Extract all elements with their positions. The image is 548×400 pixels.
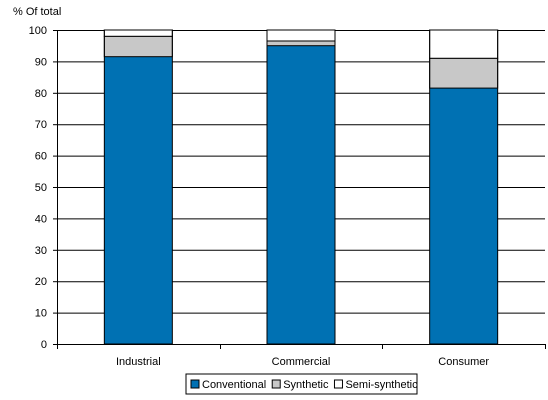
y-tick-label: 20 (35, 276, 47, 288)
y-tick-label: 60 (35, 151, 47, 163)
bar-conventional-commercial (267, 45, 335, 344)
axes: 0 10 20 30 40 50 60 70 80 90 100 Industrial Commerci… (29, 25, 546, 368)
y-tick-label: 30 (35, 245, 47, 257)
legend-swatch-synthetic (271, 379, 281, 389)
bar-synthetic-commercial (266, 40, 336, 47)
bar-semi-synthetic-industrial (103, 29, 173, 37)
bar-synthetic-consumer (429, 57, 499, 89)
legend-label-semi-synthetic: Semi-synthetic (345, 379, 418, 391)
bar-conventional-consumer (429, 88, 498, 344)
y-tick-label: 100 (29, 25, 47, 37)
y-tick-label: 0 (41, 339, 47, 351)
y-tick-label: 70 (35, 119, 47, 131)
bar-synthetic-industrial (103, 35, 173, 58)
bar-semi-synthetic-consumer (429, 29, 499, 59)
x-tick-label: Commercial (272, 356, 331, 368)
bars (103, 29, 499, 345)
y-tick-label: 40 (35, 213, 47, 225)
x-tick-label: Industrial (116, 356, 161, 368)
legend: Conventional Synthetic Semi-synthetic (185, 373, 418, 395)
legend-box (185, 373, 418, 395)
y-tick-label: 10 (35, 308, 47, 320)
bar-semi-synthetic-commercial (266, 29, 336, 42)
x-tick-label: Consumer (438, 356, 489, 368)
legend-swatch-semi-synthetic (333, 379, 343, 389)
y-axis-label: % Of total (13, 6, 61, 18)
y-tick-label: 80 (35, 88, 47, 100)
legend-label-synthetic: Synthetic (283, 379, 329, 391)
legend-label-conventional: Conventional (202, 379, 266, 391)
bar-conventional-industrial (104, 56, 173, 344)
y-tick-label: 90 (35, 56, 47, 68)
y-tick-label: 50 (35, 182, 47, 194)
legend-swatch-conventional (190, 379, 200, 389)
